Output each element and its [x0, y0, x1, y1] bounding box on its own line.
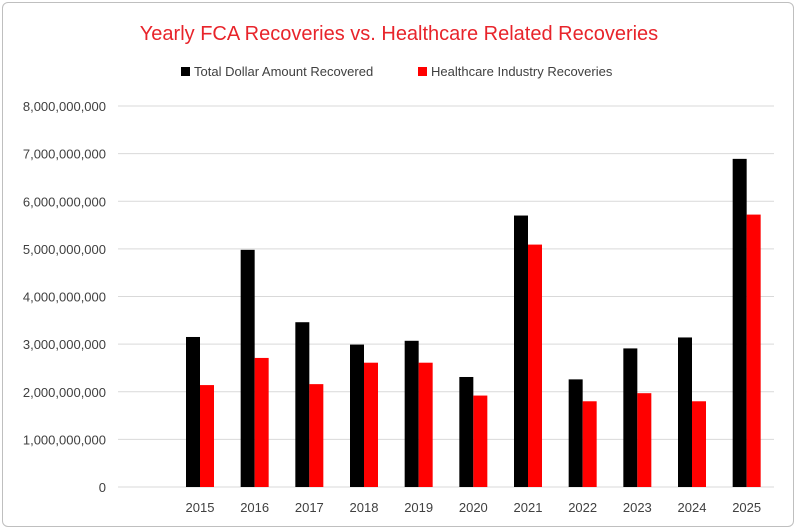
- legend: Total Dollar Amount Recovered Healthcare…: [181, 64, 613, 79]
- y-tick-label: 8,000,000,000: [23, 99, 106, 114]
- bar-total-2018: [350, 344, 364, 487]
- y-tick-label: 1,000,000,000: [23, 432, 106, 447]
- legend-swatch-healthcare: [418, 67, 427, 76]
- y-tick-label: 6,000,000,000: [23, 194, 106, 209]
- x-tick-label: 2020: [459, 500, 488, 515]
- gridlines: [118, 105, 774, 488]
- bar-healthcare-2021: [528, 244, 542, 487]
- bar-total-2019: [404, 340, 419, 487]
- bar-total-2023: [623, 348, 638, 487]
- y-tick-label: 4,000,000,000: [23, 290, 106, 305]
- x-tick-label: 2021: [514, 500, 543, 515]
- bar-healthcare-2023: [637, 393, 652, 487]
- y-tick-label: 7,000,000,000: [23, 147, 106, 162]
- y-tick-label: 5,000,000,000: [23, 242, 106, 257]
- bar-healthcare-2020: [473, 395, 488, 487]
- y-tick-label: 2,000,000,000: [23, 385, 106, 400]
- x-tick-label: 2023: [623, 500, 652, 515]
- bar-healthcare-2019: [418, 362, 433, 487]
- y-tick-label: 3,000,000,000: [23, 337, 106, 352]
- bar-total-2016: [240, 249, 255, 487]
- x-tick-label: 2024: [678, 500, 707, 515]
- bar-total-2017: [295, 322, 310, 487]
- bar-healthcare-2015: [200, 385, 214, 487]
- bar-healthcare-2018: [364, 362, 378, 487]
- legend-label-healthcare: Healthcare Industry Recoveries: [431, 64, 613, 79]
- x-tick-label: 2022: [568, 500, 597, 515]
- x-tick-label: 2025: [732, 500, 761, 515]
- y-tick-label: 0: [99, 480, 106, 495]
- x-tick-label: 2015: [186, 500, 215, 515]
- bar-total-2022: [568, 379, 583, 487]
- bar-healthcare-2022: [582, 401, 597, 487]
- bar-total-2015: [186, 336, 200, 487]
- bar-healthcare-2017: [309, 384, 324, 487]
- x-tick-label: 2019: [404, 500, 433, 515]
- legend-label-total: Total Dollar Amount Recovered: [194, 64, 373, 79]
- x-axis-ticks: 2015 2016 2017 2018 2019 2020 2021 2022 2023 2024…: [186, 500, 762, 515]
- bar-total-2024: [678, 337, 692, 487]
- bars: [186, 158, 761, 487]
- y-axis-ticks: 0 1,000,000,000 2,000,000,000 3,000,000,000…: [23, 99, 106, 495]
- chart-title: Yearly FCA Recoveries vs. Healthcare Rel…: [140, 23, 658, 45]
- bar-total-2025: [732, 158, 747, 487]
- bar-total-2021: [514, 215, 528, 487]
- x-tick-label: 2016: [240, 500, 269, 515]
- legend-swatch-total: [181, 67, 190, 76]
- bar-healthcare-2025: [746, 214, 761, 487]
- bar-total-2020: [459, 376, 474, 487]
- bar-healthcare-2024: [692, 401, 706, 487]
- x-tick-label: 2018: [350, 500, 379, 515]
- bar-healthcare-2016: [254, 357, 269, 487]
- x-tick-label: 2017: [295, 500, 324, 515]
